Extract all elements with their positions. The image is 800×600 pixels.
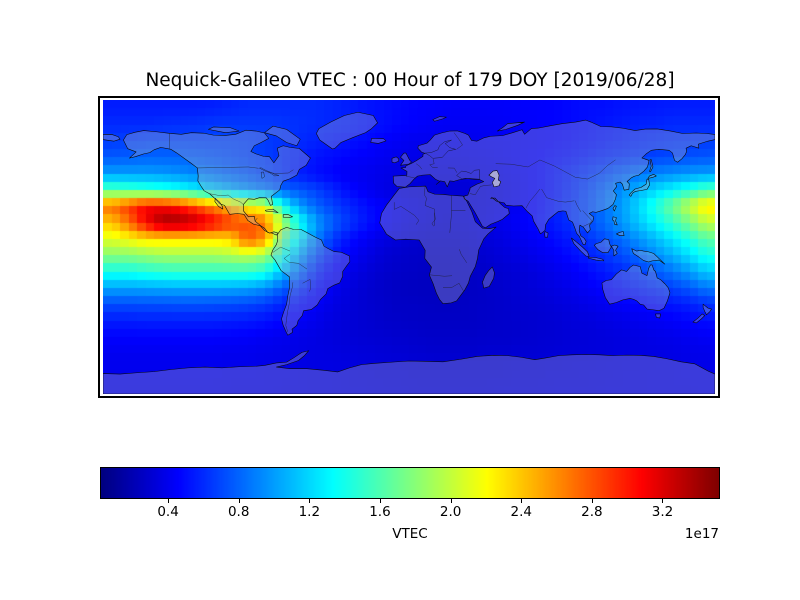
hispaniola — [282, 214, 293, 218]
north-america-landmass — [123, 129, 311, 236]
baja-california — [214, 198, 224, 210]
colorbar-tick-label: 1.2 — [298, 504, 321, 520]
greenland — [316, 111, 378, 150]
colorbar-gradient-canvas — [101, 468, 719, 498]
vtec-heatmap-canvas — [103, 100, 715, 394]
africa-landmass — [379, 185, 497, 304]
new-zealand-north — [702, 303, 712, 316]
colorbar-tick-label: 2.4 — [510, 504, 532, 520]
eurasia-landmass — [392, 119, 715, 246]
iceland — [370, 138, 387, 144]
baltic-sea-outline — [424, 139, 456, 159]
sri-lanka — [544, 231, 549, 238]
australia-landmass — [601, 264, 671, 311]
figure-title: Nequick-Galileo VTEC : 00 Hour of 179 DO… — [145, 70, 675, 91]
colorbar-tick — [662, 499, 664, 503]
colorbar-tick — [379, 499, 381, 503]
victoria-island — [208, 126, 240, 133]
antarctica-landmass — [103, 350, 715, 394]
new-guinea — [631, 248, 666, 265]
japan-honshu — [628, 178, 650, 197]
great-britain — [400, 152, 412, 166]
cuba — [265, 208, 279, 213]
sulawesi — [611, 244, 619, 257]
colorbar-tick — [168, 499, 170, 503]
sumatra — [571, 237, 590, 257]
taiwan — [612, 205, 617, 212]
south-america-landmass — [270, 227, 351, 336]
madagascar — [482, 266, 495, 289]
colorbar-axis-label: VTEC — [392, 526, 428, 542]
colorbar-exponent-label: 1e17 — [684, 526, 719, 542]
mindanao — [616, 231, 625, 236]
caspian-sea — [488, 170, 502, 188]
java — [588, 256, 604, 262]
colorbar-tick-label: 0.8 — [227, 504, 250, 520]
world-coastline-overlay — [103, 111, 715, 394]
colorbar-tick — [309, 499, 311, 503]
colorbar-tick-label: 2.0 — [439, 504, 462, 520]
luzon — [612, 216, 618, 226]
colorbar-tick — [238, 499, 240, 503]
colorbar-tick-label: 3.2 — [651, 504, 674, 520]
colorbar-tick — [521, 499, 523, 503]
great-lakes-outline — [258, 167, 280, 177]
colorbar — [100, 467, 720, 499]
lake-outlines — [258, 139, 480, 180]
black-sea-outline — [456, 169, 480, 180]
sakhalin — [649, 159, 654, 173]
country-borders — [169, 132, 616, 332]
baffin-island — [264, 125, 301, 147]
svalbard — [432, 116, 447, 122]
hokkaido — [647, 174, 657, 179]
lake-michigan-outline — [260, 171, 265, 179]
new-zealand-south — [692, 313, 706, 324]
chukotka-wrap — [103, 134, 121, 142]
colorbar-tick-label: 1.6 — [369, 504, 391, 520]
tasmania — [655, 313, 661, 319]
ireland — [391, 156, 400, 164]
colorbar-tick-label: 0.4 — [157, 504, 179, 520]
colorbar-tick-label: 2.8 — [581, 504, 603, 520]
colorbar-tick — [591, 499, 593, 503]
colorbar-tick — [450, 499, 452, 503]
borneo — [594, 238, 612, 254]
novaya-zemlya — [497, 121, 525, 132]
